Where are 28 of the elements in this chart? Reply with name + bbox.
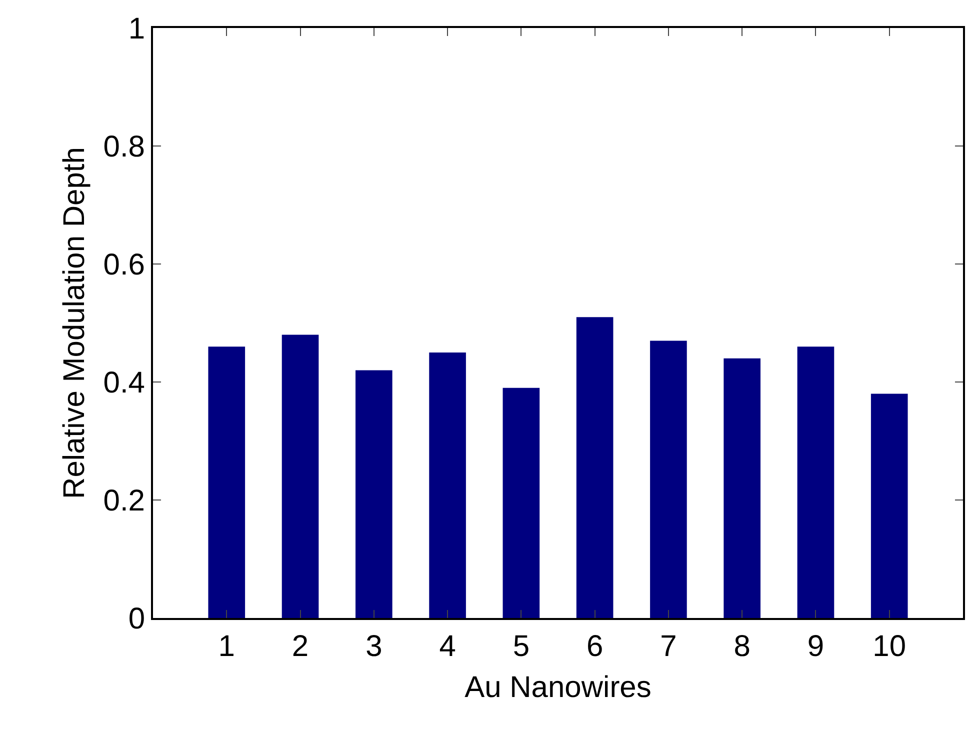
x-tick-label: 10: [872, 630, 906, 663]
x-tick-label: 1: [218, 630, 235, 663]
y-tick-label: 0.8: [103, 130, 145, 164]
y-tick-label: 0.6: [103, 248, 145, 282]
y-tick-label: 1: [128, 12, 145, 46]
y-tick-label: 0: [128, 602, 145, 636]
x-axis-title: Au Nanowires: [464, 671, 652, 704]
x-tick-label: 4: [439, 630, 456, 663]
bar: [502, 388, 540, 618]
bar: [650, 340, 687, 618]
y-tick-label: 0.2: [103, 484, 145, 518]
bar: [282, 334, 319, 618]
bar: [797, 346, 834, 618]
y-tick-label: 0.4: [103, 366, 145, 400]
bar: [208, 346, 246, 618]
bar: [356, 370, 392, 618]
x-tick-label: 8: [734, 630, 750, 663]
bar: [576, 317, 614, 618]
x-tick-label: 6: [586, 630, 604, 663]
bar: [870, 394, 908, 618]
x-tick-label: 3: [366, 630, 382, 663]
x-tick-label: 2: [292, 630, 309, 663]
x-tick-label: 9: [807, 630, 824, 663]
bar: [429, 352, 466, 618]
x-tick-label: 5: [512, 630, 530, 663]
x-tick-label: 7: [660, 630, 677, 663]
y-axis-title: Relative Modulation Depth: [58, 147, 91, 499]
bar: [724, 358, 760, 618]
